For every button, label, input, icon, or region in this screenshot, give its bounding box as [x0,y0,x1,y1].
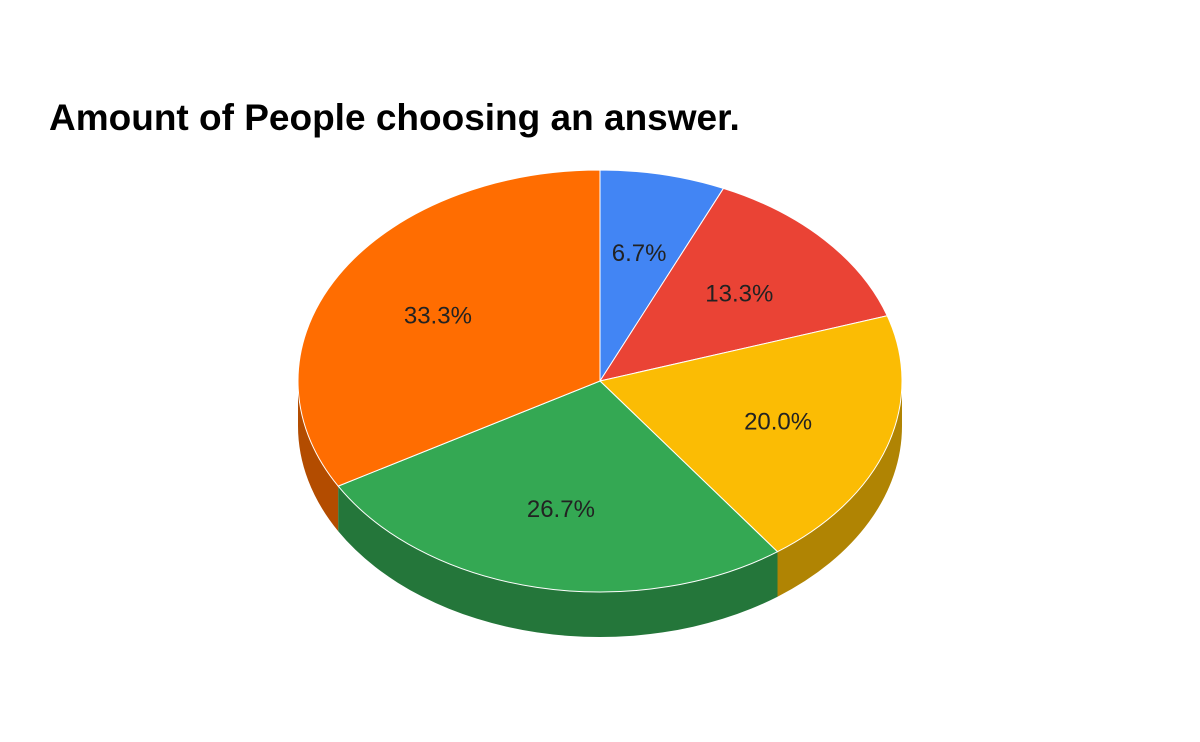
pie-slice-4[interactable] [297,169,601,487]
pie-side-3 [338,486,778,637]
pie-labels: 6.7% 13.3% 20.0% 26.7% 33.3% [404,240,812,523]
pie-slice-label-4: 33.3% [404,303,472,330]
chart-title: Amount of People choosing an answer. [49,97,740,138]
pie-slice-label-1: 13.3% [705,281,773,308]
pie-slice-label-2: 20.0% [744,408,812,435]
pie-slice-2[interactable] [599,315,903,553]
pie-slice-1[interactable] [599,187,888,382]
pie-side-4 [298,381,339,532]
pie-slice-label-3: 26.7% [527,496,595,523]
pie-slice-0[interactable] [599,169,724,382]
pie-slice-label-0: 6.7% [612,240,667,267]
pie-side-2 [777,381,903,597]
pie-sides [298,381,903,637]
pie-slice-3[interactable] [337,380,779,593]
pie-slices [297,169,903,593]
